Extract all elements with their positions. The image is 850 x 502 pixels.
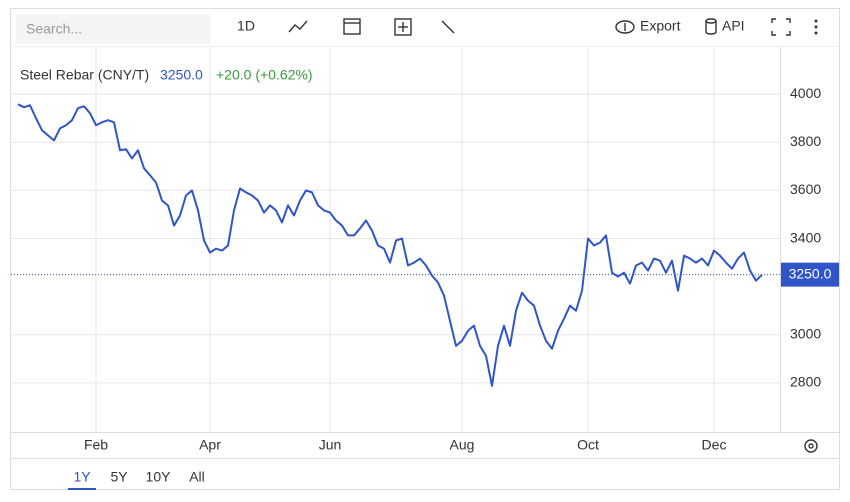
y-tick-label: 3400 xyxy=(790,229,821,245)
api-icon[interactable] xyxy=(705,18,717,35)
legend-name: Steel Rebar (CNY/T) xyxy=(20,67,149,83)
x-tick-label: Dec xyxy=(702,437,727,453)
api-button[interactable]: API xyxy=(722,18,745,34)
price-line xyxy=(17,103,763,387)
x-tick-label: Apr xyxy=(199,437,221,453)
x-tick-label: Feb xyxy=(84,437,108,453)
grid xyxy=(11,48,780,432)
search-box[interactable] xyxy=(16,14,210,44)
add-icon[interactable] xyxy=(394,18,412,36)
export-icon[interactable] xyxy=(615,20,635,34)
range-button[interactable]: All xyxy=(189,469,205,485)
x-tick-label: Oct xyxy=(577,437,599,453)
interval-button[interactable]: 1D xyxy=(237,18,255,34)
y-tick-label: 4000 xyxy=(790,85,821,101)
y-tick-label: 2800 xyxy=(790,374,821,390)
calendar-icon[interactable] xyxy=(343,18,361,35)
y-tick-label: 3800 xyxy=(790,133,821,149)
fullscreen-icon[interactable] xyxy=(771,18,791,36)
range-button[interactable]: 5Y xyxy=(110,469,128,485)
price-tag xyxy=(781,262,839,287)
y-tick-label: 3600 xyxy=(790,181,821,197)
x-tick-label: Jun xyxy=(319,437,342,453)
tools-icon[interactable] xyxy=(441,20,455,34)
range-button[interactable]: 1Y xyxy=(73,469,91,485)
frame xyxy=(10,8,840,490)
y-tick-label: 3000 xyxy=(790,326,821,342)
legend-change: +20.0 (+0.62%) xyxy=(216,67,313,83)
price-tag-label: 3250.0 xyxy=(789,265,832,281)
search-placeholder: Search... xyxy=(26,21,82,37)
x-tick-label: Aug xyxy=(450,437,475,453)
line-type-icon[interactable] xyxy=(288,20,308,33)
legend-value: 3250.0 xyxy=(160,67,203,83)
settings-icon[interactable] xyxy=(804,439,818,453)
range-button[interactable]: 10Y xyxy=(146,469,172,485)
export-button[interactable]: Export xyxy=(640,18,681,34)
menu-icon[interactable] xyxy=(814,19,818,35)
